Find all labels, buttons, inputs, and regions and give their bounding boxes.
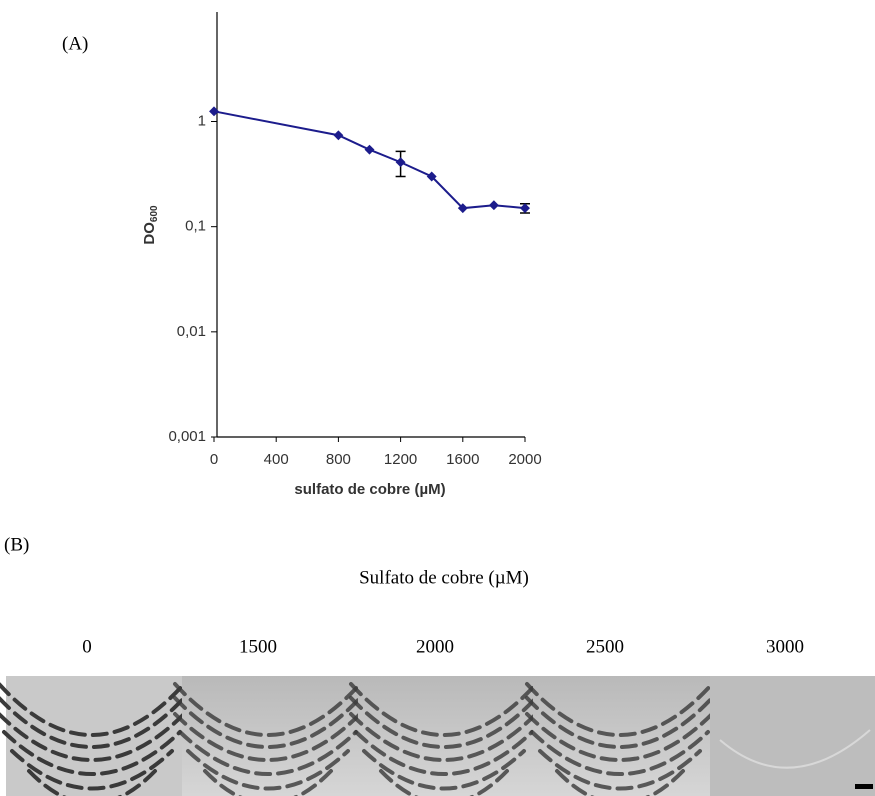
- data-point: [395, 157, 406, 168]
- concentration-label: 1500: [239, 636, 277, 657]
- x-tick-label: 0: [210, 451, 218, 468]
- photos: [0, 676, 875, 796]
- x-axis-label: sulfato de cobre (µM): [294, 481, 445, 498]
- plate-edge: [719, 729, 871, 769]
- x-tick-label: 800: [326, 451, 351, 468]
- concentration-label: 0: [82, 636, 92, 657]
- x-tick-label: 1200: [384, 451, 417, 468]
- y-tick-label: 0,001: [168, 428, 206, 445]
- data-point: [457, 203, 468, 214]
- y-tick-label: 0,01: [177, 323, 206, 340]
- y-tick-label: 0,1: [185, 218, 206, 235]
- concentration-label: 3000: [766, 636, 804, 657]
- y-tick-label: 1: [198, 112, 206, 129]
- x-tick-label: 400: [264, 451, 289, 468]
- data-point: [364, 144, 375, 155]
- scale-bar: [855, 784, 873, 789]
- data-point: [488, 200, 499, 211]
- y-axis-label-sub: 600: [149, 205, 160, 222]
- photo: [710, 676, 875, 796]
- x-tick-label: 1600: [446, 451, 479, 468]
- data-point: [209, 106, 219, 117]
- data-line: [213, 110, 526, 210]
- data-point: [333, 130, 344, 141]
- y-axis-label: DO600: [141, 205, 160, 245]
- x-tick-label: 2000: [508, 451, 541, 468]
- panel-title: Sulfato de cobre (µM): [359, 567, 529, 588]
- panel-label: (A): [62, 33, 88, 54]
- concentration-label: 2000: [416, 636, 454, 657]
- panel-label: (B): [4, 534, 29, 555]
- data-point: [520, 203, 530, 214]
- data-point: [426, 171, 437, 182]
- concentration-label: 2500: [586, 636, 624, 657]
- y-axis-label-main: DO: [141, 222, 158, 245]
